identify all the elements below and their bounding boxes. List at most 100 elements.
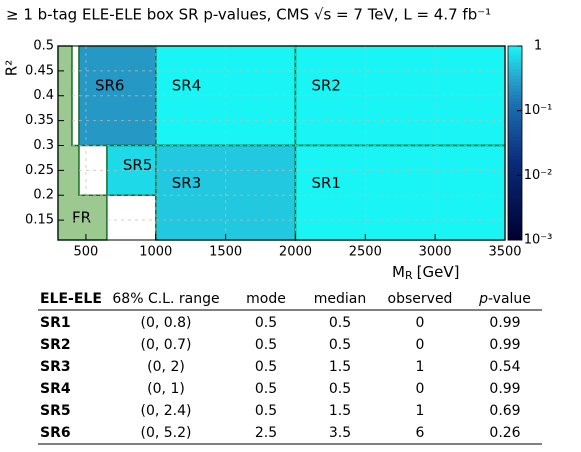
table-cell: 0.54: [489, 359, 520, 375]
header-cell: ELE-ELE: [40, 291, 102, 307]
colorbar-band: [508, 113, 522, 118]
table-cell: (0, 2.4): [141, 403, 192, 419]
plot: FR SR6 SR4 SR2 SR5 SR3 SR1 500 1000 1500 2000 2500 3…: [25, 39, 552, 260]
header-cell: p-value: [478, 291, 531, 307]
colorbar-band: [508, 188, 522, 192]
y-tick-label: 0.45: [25, 63, 54, 78]
colorbar-band: [508, 120, 522, 125]
colorbar-band: [508, 149, 522, 154]
colorbar-band: [508, 155, 522, 160]
colorbar-band: [508, 191, 522, 196]
colorbar-band: [508, 220, 522, 225]
colorbar-band: [508, 162, 522, 167]
header-cell: 68% C.L. range: [112, 291, 219, 307]
table: ELE-ELE 68% C.L. range mode median observed p…: [38, 291, 542, 445]
table-cell: 0.26: [489, 425, 520, 441]
y-tick-label: 0.35: [25, 113, 54, 128]
x-label-unit: [GeV]: [417, 263, 460, 281]
colorbar-band: [508, 62, 522, 66]
colorbar-band: [508, 52, 522, 57]
table-cell: 0.5: [255, 403, 277, 419]
colorbar-band: [508, 139, 522, 144]
table-cell: SR5: [40, 403, 71, 419]
table-cell: 0.5: [329, 337, 351, 353]
table-cell: 0.69: [489, 403, 520, 419]
colorbar-band: [508, 175, 522, 180]
colorbar-band: [508, 214, 522, 218]
x-tick-label: 1500: [209, 245, 242, 260]
y-tick-label: 0.3: [33, 138, 54, 153]
x-tick-label: 3500: [488, 245, 521, 260]
region-label: SR5: [123, 156, 153, 174]
x-label-subscript: R: [405, 269, 413, 282]
table-cell: 0.99: [489, 381, 520, 397]
colorbar-band: [508, 49, 522, 53]
colorbar-band: [508, 136, 522, 141]
colorbar-band: [508, 78, 522, 83]
colorbar-band: [508, 210, 522, 215]
colorbar-band: [508, 117, 522, 121]
chart-title: ≥ 1 b-tag ELE-ELE box SR p-values, CMS √…: [6, 6, 491, 24]
colorbar-band: [508, 84, 522, 89]
table-cell: (0, 0.8): [141, 315, 192, 331]
colorbar-band: [508, 94, 522, 99]
region: [294, 144, 506, 241]
colorbar-frame: [507, 45, 523, 241]
fr-label: FR: [72, 209, 91, 227]
x-tick-label: 2500: [349, 245, 382, 260]
colorbar-tick-label: 10⁻²: [524, 168, 553, 183]
table-cell: 0.5: [255, 337, 277, 353]
colorbar-band: [508, 165, 522, 170]
colorbar-band: [508, 194, 522, 199]
colorbar-band: [508, 201, 522, 205]
colorbar-band: [508, 204, 522, 209]
colorbar-band: [508, 58, 522, 63]
colorbar-band: [508, 104, 522, 108]
colorbar-band: [508, 143, 522, 147]
colorbar-band: [508, 230, 522, 235]
table-cell: SR6: [40, 425, 71, 441]
table-cell: 0.99: [489, 315, 520, 331]
table-cell: 1.5: [329, 359, 351, 375]
colorbar-band: [508, 185, 522, 189]
colorbar-tick-label: 10⁻¹: [524, 103, 553, 118]
table-cell: 0: [416, 337, 425, 353]
table-cell: 0.5: [255, 381, 277, 397]
region-label: SR3: [172, 174, 202, 192]
colorbar-band: [508, 88, 522, 92]
colorbar-band: [508, 81, 522, 86]
table-cell: 0: [416, 315, 425, 331]
colorbar-band: [508, 178, 522, 183]
y-tick-label: 0.4: [33, 88, 54, 103]
header-cell: median: [314, 291, 366, 307]
table-cell: SR4: [40, 381, 71, 397]
colorbar-band: [508, 217, 522, 222]
table-cell: (0, 1): [147, 381, 185, 397]
region-label: SR2: [311, 76, 341, 94]
header-text: -value: [488, 291, 531, 307]
table-cell: 3.5: [329, 425, 351, 441]
colorbar-band: [508, 146, 522, 150]
table-cell: 0: [416, 381, 425, 397]
colorbar-band: [508, 68, 522, 73]
colorbar-band: [508, 110, 522, 115]
table-cell: SR2: [40, 337, 71, 353]
colorbar-band: [508, 123, 522, 128]
table-cell: 1.5: [329, 403, 351, 419]
header-cell: observed: [388, 291, 453, 307]
table-cell: 0.5: [255, 359, 277, 375]
plot-frame: [57, 45, 506, 241]
header-cell: mode: [246, 291, 286, 307]
colorbar-band: [508, 126, 522, 131]
colorbar-band: [508, 100, 522, 105]
colorbar-band: [508, 55, 522, 60]
colorbar-band: [508, 197, 522, 202]
table-cell: (0, 0.7): [141, 337, 192, 353]
colorbar-tick-label: 10⁻³: [524, 233, 553, 248]
colorbar-band: [508, 71, 522, 76]
table-cell: 2.5: [255, 425, 277, 441]
table-cell: SR3: [40, 359, 71, 375]
table-cell: 6: [416, 425, 425, 441]
x-tick-label: 1000: [139, 245, 172, 260]
header-italic: p: [478, 291, 488, 307]
